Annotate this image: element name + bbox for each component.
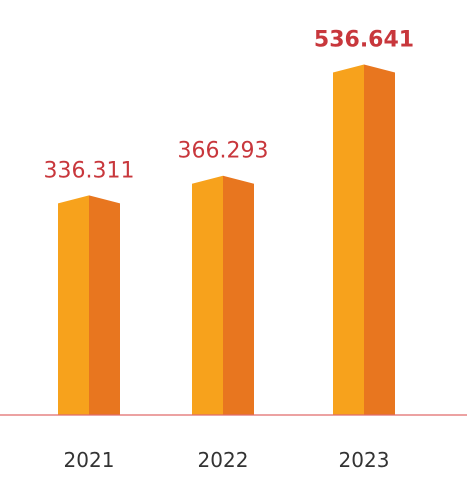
x-tick-labels-layer: 2021 2022 2023	[64, 448, 390, 472]
bar-front-face	[192, 175, 223, 415]
bar-2023	[333, 64, 395, 416]
value-label-2023: 536.641	[314, 27, 414, 52]
bars-layer	[58, 64, 395, 416]
bar-side-face	[89, 195, 120, 415]
bar-side-face	[223, 175, 254, 415]
value-label-2021: 336.311	[44, 158, 135, 183]
bar-front-face	[58, 195, 89, 415]
bar-2021	[58, 195, 120, 415]
bar-front-face	[333, 64, 364, 416]
value-label-2022: 366.293	[178, 139, 269, 164]
x-tick-label-2022: 2022	[198, 448, 249, 472]
bar-2022	[192, 175, 254, 415]
value-labels-layer: 336.311 366.293 536.641	[44, 27, 415, 183]
x-tick-label-2021: 2021	[64, 448, 115, 472]
bar-side-face	[364, 64, 395, 416]
x-tick-label-2023: 2023	[339, 448, 390, 472]
